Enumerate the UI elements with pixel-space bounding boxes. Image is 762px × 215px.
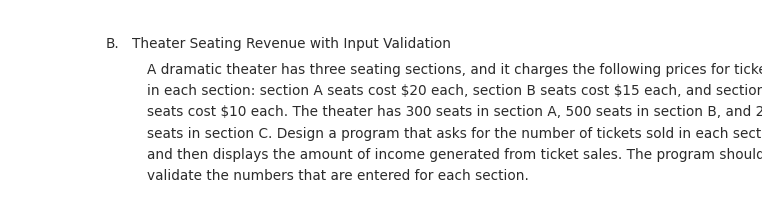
Text: and then displays the amount of income generated from ticket sales. The program : and then displays the amount of income g… <box>147 148 762 162</box>
Text: B.: B. <box>106 37 120 51</box>
Text: Theater Seating Revenue with Input Validation: Theater Seating Revenue with Input Valid… <box>132 37 451 51</box>
Text: seats in section C. Design a program that asks for the number of tickets sold in: seats in section C. Design a program tha… <box>147 127 762 141</box>
Text: validate the numbers that are entered for each section.: validate the numbers that are entered fo… <box>147 169 529 183</box>
Text: A dramatic theater has three seating sections, and it charges the following pric: A dramatic theater has three seating sec… <box>147 63 762 77</box>
Text: in each section: section A seats cost \$20 each, section B seats cost \$15 each,: in each section: section A seats cost \$… <box>147 84 762 98</box>
Text: seats cost \$10 each. The theater has 300 seats in section A, 500 seats in secti: seats cost \$10 each. The theater has 30… <box>147 105 762 119</box>
